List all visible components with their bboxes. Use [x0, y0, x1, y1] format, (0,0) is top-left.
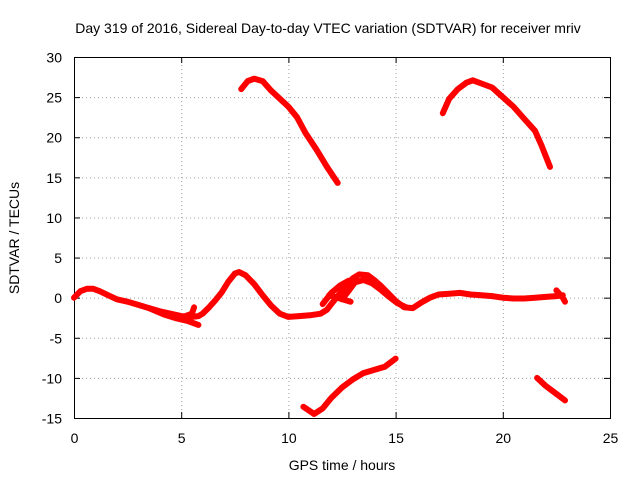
series-low-b: [534, 374, 568, 404]
x-tick-label: 5: [178, 430, 186, 446]
y-tick-label: 30: [46, 50, 62, 66]
x-tick-label: 15: [388, 430, 404, 446]
series-high-b: [439, 77, 553, 170]
y-tick-label: -10: [42, 370, 62, 386]
series-baseline-e: [146, 305, 202, 328]
series-baseline-b: [339, 277, 410, 311]
series-baseline-f: [182, 304, 198, 320]
y-tick-label: 20: [46, 130, 62, 146]
x-axis-label: GPS time / hours: [289, 457, 396, 473]
y-tick-label: -15: [42, 411, 62, 427]
x-tick-label: 0: [71, 430, 79, 446]
plot-frame: [74, 57, 611, 419]
x-tick-label: 20: [496, 430, 512, 446]
y-axis: -15 -10 -5 0 5 10 15 20 25 30: [42, 50, 610, 427]
series-high-a: [238, 75, 341, 186]
y-tick-label: 15: [46, 170, 62, 186]
x-axis: 0 5 10 15 20 25: [71, 57, 619, 446]
x-tick-label: 25: [603, 430, 619, 446]
grid: [74, 57, 610, 418]
y-tick-label: 25: [46, 90, 62, 106]
series-baseline-g: [553, 287, 568, 305]
y-tick-label: -5: [50, 330, 63, 346]
series-baseline-c: [319, 277, 352, 308]
y-axis-label: SDTVAR / TECUs: [6, 182, 22, 294]
series-baseline-d: [326, 292, 354, 305]
y-tick-label: 10: [46, 210, 62, 226]
chart-title: Day 319 of 2016, Sidereal Day-to-day VTE…: [75, 20, 580, 36]
y-tick-label: 5: [54, 250, 62, 266]
y-tick-label: 0: [54, 290, 62, 306]
series-low-a: [300, 355, 399, 417]
series-group: [71, 75, 568, 417]
x-tick-label: 10: [281, 430, 297, 446]
